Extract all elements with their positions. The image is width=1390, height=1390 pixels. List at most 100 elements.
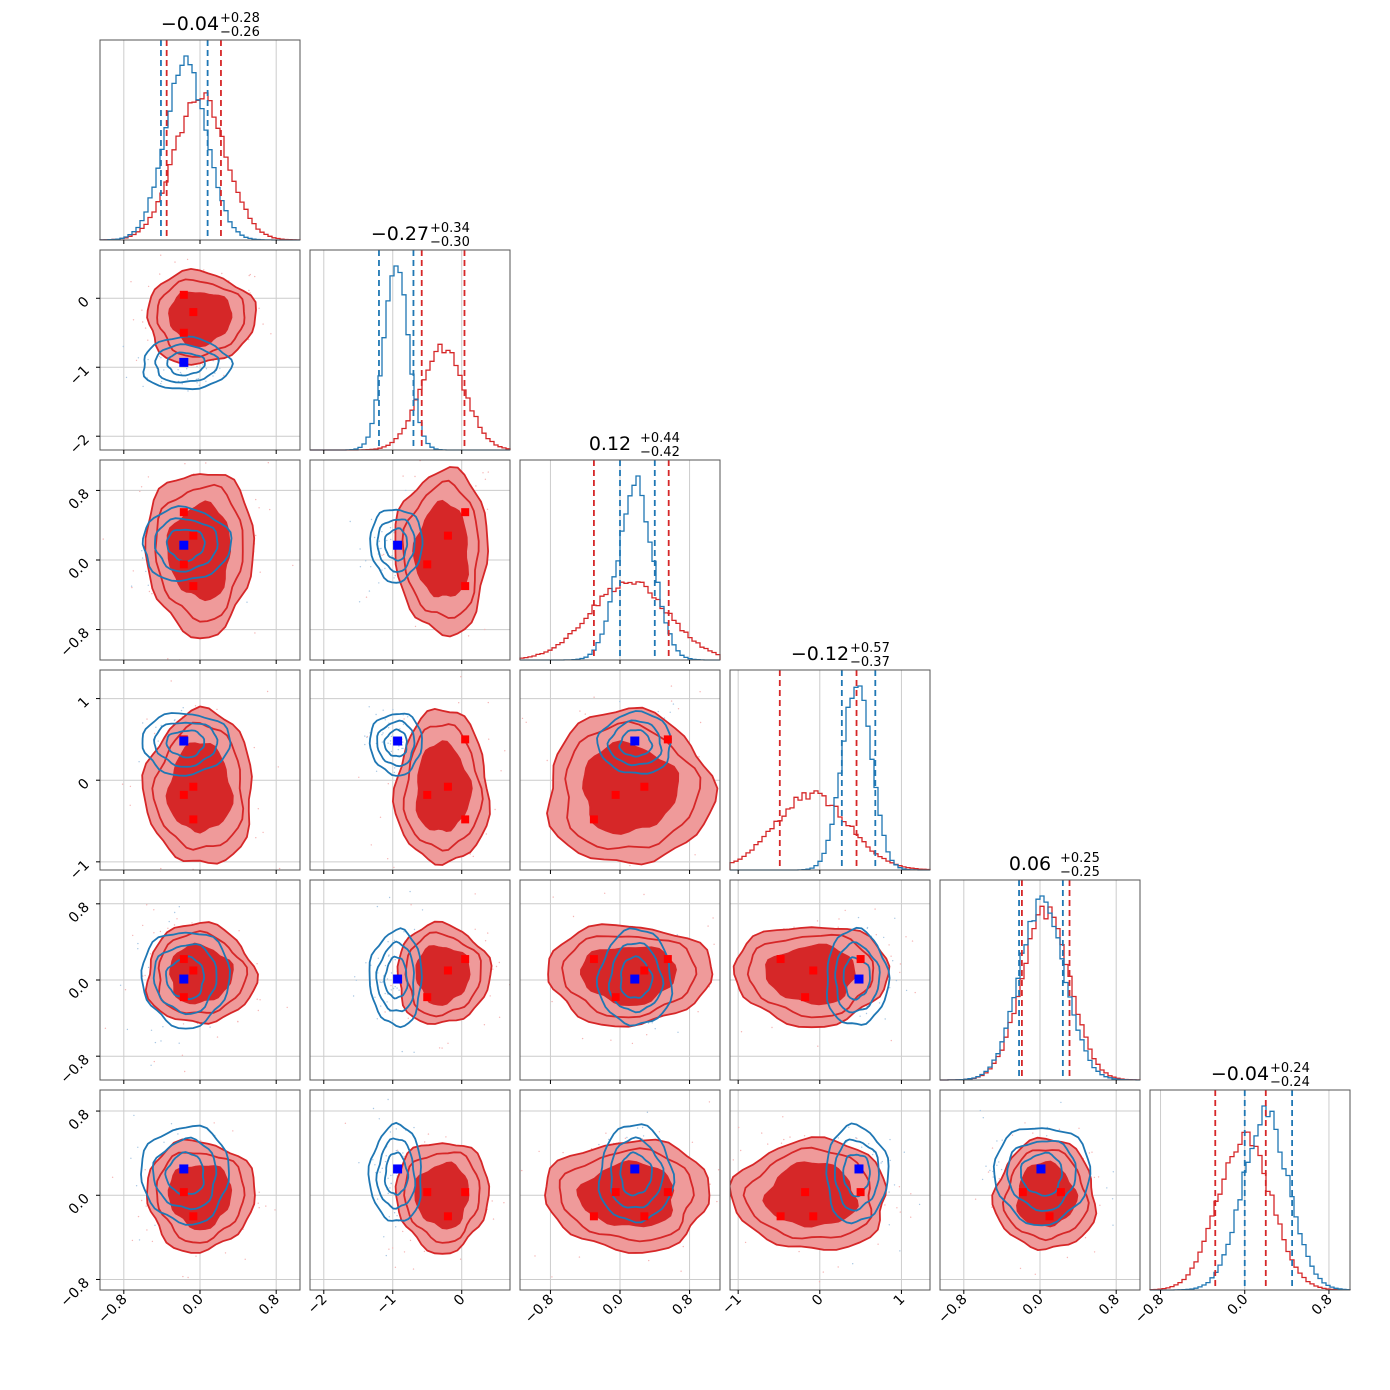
red-sample-point [740, 1031, 743, 1033]
red-truth-marker [443, 966, 452, 975]
blue-sample-point [162, 1026, 164, 1028]
blue-sample-point [403, 931, 405, 933]
blue-sample-point [209, 1026, 211, 1028]
red-sample-point [698, 756, 700, 758]
red-truth-marker [663, 1188, 672, 1197]
panel-frame [729, 879, 931, 1081]
red-sample-point [149, 953, 152, 955]
red-sample-point [717, 1169, 720, 1171]
red-sample-point [793, 926, 795, 928]
red-sample-point [305, 750, 306, 751]
blue-contour-outer [595, 927, 674, 1027]
blue-sample-point [154, 1041, 157, 1044]
red-sample-point [899, 1211, 901, 1213]
blue-sample-point [1001, 1139, 1003, 1141]
red-sample-point [393, 866, 395, 869]
red-sample-point [1058, 1128, 1061, 1131]
blue-sample-point [393, 939, 396, 942]
red-sample-point [488, 738, 490, 740]
blue-contour-outer [992, 1127, 1092, 1227]
histogram-panel [939, 879, 1141, 1081]
blue-sample-point [384, 719, 386, 721]
red-sample-point [521, 717, 524, 720]
blue-sample-point [385, 1254, 387, 1257]
red-sample-point [1024, 1122, 1026, 1124]
red-sample-point [974, 1198, 977, 1200]
red-sample-point [221, 272, 223, 275]
y-tick-label: −1 [67, 857, 93, 883]
blue-sample-point [391, 555, 393, 557]
red-sample-point [274, 1209, 276, 1211]
red-sample-point [403, 1251, 406, 1253]
red-sample-point [131, 586, 133, 589]
red-truth-marker [589, 1212, 598, 1221]
red-truth-marker [809, 1212, 818, 1221]
red-sample-point [390, 984, 392, 987]
blue-contour-middle [154, 343, 220, 384]
red-truth-marker [589, 955, 598, 964]
blue-histogram [99, 55, 300, 241]
red-sample-point [1088, 1152, 1091, 1154]
blue-sample-point [409, 890, 411, 893]
histogram-panel [1149, 1089, 1351, 1291]
red-sample-point [1093, 1176, 1096, 1179]
red-sample-point [631, 1042, 634, 1045]
red-truth-marker [611, 790, 620, 799]
blue-sample-point [848, 1126, 850, 1129]
red-sample-point [782, 1116, 784, 1118]
blue-contour-outer [141, 505, 233, 583]
red-truth-marker [179, 560, 188, 569]
blue-sample-point [903, 1151, 905, 1153]
blue-sample-point [375, 770, 378, 772]
red-sample-point [713, 943, 715, 945]
blue-sample-point [859, 1015, 861, 1017]
blue-sample-point [868, 1143, 870, 1145]
red-sample-point [147, 285, 150, 288]
red-sample-point [216, 708, 218, 711]
red-sample-point [716, 1200, 718, 1203]
blue-sample-point [196, 382, 198, 384]
blue-sample-point [374, 1164, 376, 1166]
red-sample-point [581, 1037, 584, 1040]
red-truth-marker [179, 508, 188, 517]
red-sample-point [176, 918, 178, 920]
x-tick-label: 0.8 [1309, 1292, 1336, 1319]
blue-sample-point [142, 385, 144, 388]
x-tick-label: 0.0 [1225, 1292, 1252, 1319]
blue-sample-point [405, 489, 407, 492]
blue-sample-point [375, 1172, 377, 1174]
blue-sample-point [985, 1165, 987, 1167]
red-sample-point [817, 1045, 819, 1047]
red-sample-point [898, 1186, 901, 1188]
red-sample-point [487, 932, 489, 934]
blue-sample-point [365, 560, 367, 562]
y-tick-label: −0.8 [57, 625, 92, 660]
red-sample-point [181, 1054, 184, 1057]
red-sample-point [459, 1258, 462, 1260]
blue-sample-point [398, 745, 400, 747]
blue-sample-point [861, 1146, 863, 1148]
red-sample-point [146, 1229, 148, 1231]
blue-sample-point [130, 1157, 132, 1160]
red-sample-point [423, 1250, 426, 1253]
blue-sample-point [865, 1012, 868, 1015]
red-sample-point [1011, 1134, 1014, 1136]
red-sample-point [111, 1176, 114, 1179]
x-tick-label: 0.8 [256, 1292, 283, 1319]
red-sample-point [803, 1135, 806, 1137]
blue-sample-point [389, 1131, 392, 1133]
red-sample-point [381, 554, 383, 556]
red-sample-point [132, 570, 134, 572]
blue-sample-point [884, 1018, 886, 1020]
red-sample-point [88, 1246, 89, 1247]
blue-contour-outer [597, 1123, 676, 1224]
blue-sample-point [147, 966, 150, 969]
red-truth-marker [856, 955, 865, 964]
red-sample-point [255, 837, 257, 839]
red-sample-point [699, 691, 701, 693]
blue-sample-point [1046, 1135, 1048, 1137]
red-sample-point [402, 1230, 404, 1233]
red-sample-point [578, 1256, 581, 1258]
red-sample-point [186, 258, 189, 261]
blue-sample-point [381, 531, 383, 533]
